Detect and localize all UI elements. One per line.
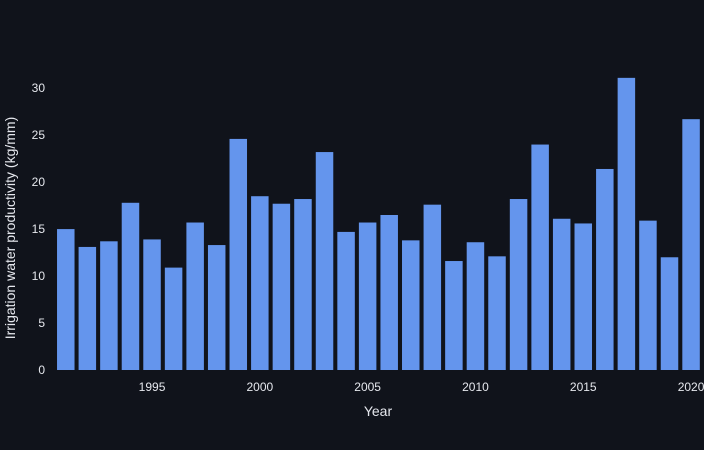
bar-1995 xyxy=(143,239,161,370)
bar-2000 xyxy=(251,196,269,370)
bar-2007 xyxy=(402,240,420,370)
x-axis-ticks: 1995 2000 2005 2010 2015 2020 xyxy=(139,380,704,394)
bar-2013 xyxy=(531,144,549,370)
bar-1997 xyxy=(186,222,204,370)
y-tick-label: 20 xyxy=(32,175,46,189)
bar-2006 xyxy=(380,215,398,370)
bar-1996 xyxy=(164,267,183,370)
x-tick-label: 2005 xyxy=(354,380,381,394)
y-tick-label: 30 xyxy=(32,81,46,95)
bar-2001 xyxy=(272,203,291,370)
bar-2003 xyxy=(315,152,334,370)
x-tick-label: 2015 xyxy=(570,380,597,394)
bar-2015 xyxy=(574,223,593,370)
bar-1999 xyxy=(229,138,248,370)
bar-2020 xyxy=(682,119,700,371)
bar-2010 xyxy=(466,242,485,370)
bar-2014 xyxy=(552,218,571,370)
bar-2009 xyxy=(445,261,463,370)
bar-1992 xyxy=(78,246,97,370)
bar-2011 xyxy=(488,256,506,370)
y-axis-ticks: 0 5 10 15 20 25 30 xyxy=(32,81,46,377)
x-tick-label: 2000 xyxy=(246,380,273,394)
bar-1993 xyxy=(100,241,118,370)
bar-2016 xyxy=(596,168,614,370)
bar-2012 xyxy=(509,199,528,370)
y-tick-label: 0 xyxy=(38,363,45,377)
bar-1998 xyxy=(207,245,226,370)
x-tick-label: 2020 xyxy=(678,380,704,394)
bar-2004 xyxy=(337,231,355,370)
y-axis-title: Irrigation water productivity (kg/mm) xyxy=(2,117,18,340)
bar-1994 xyxy=(121,202,140,370)
bar-1991 xyxy=(57,229,75,370)
y-tick-label: 5 xyxy=(38,316,45,330)
bars-group xyxy=(57,77,700,371)
bar-2017 xyxy=(617,77,636,370)
bar-2018 xyxy=(639,220,657,370)
bar-2008 xyxy=(423,204,442,370)
bar-2005 xyxy=(358,222,377,370)
y-tick-label: 25 xyxy=(32,128,46,142)
y-tick-label: 15 xyxy=(32,222,46,236)
bar-2002 xyxy=(294,199,312,370)
x-axis-title: Year xyxy=(364,403,393,419)
bar-2019 xyxy=(660,257,679,370)
x-tick-label: 2010 xyxy=(462,380,489,394)
x-tick-label: 1995 xyxy=(139,380,166,394)
y-tick-label: 10 xyxy=(32,269,46,283)
